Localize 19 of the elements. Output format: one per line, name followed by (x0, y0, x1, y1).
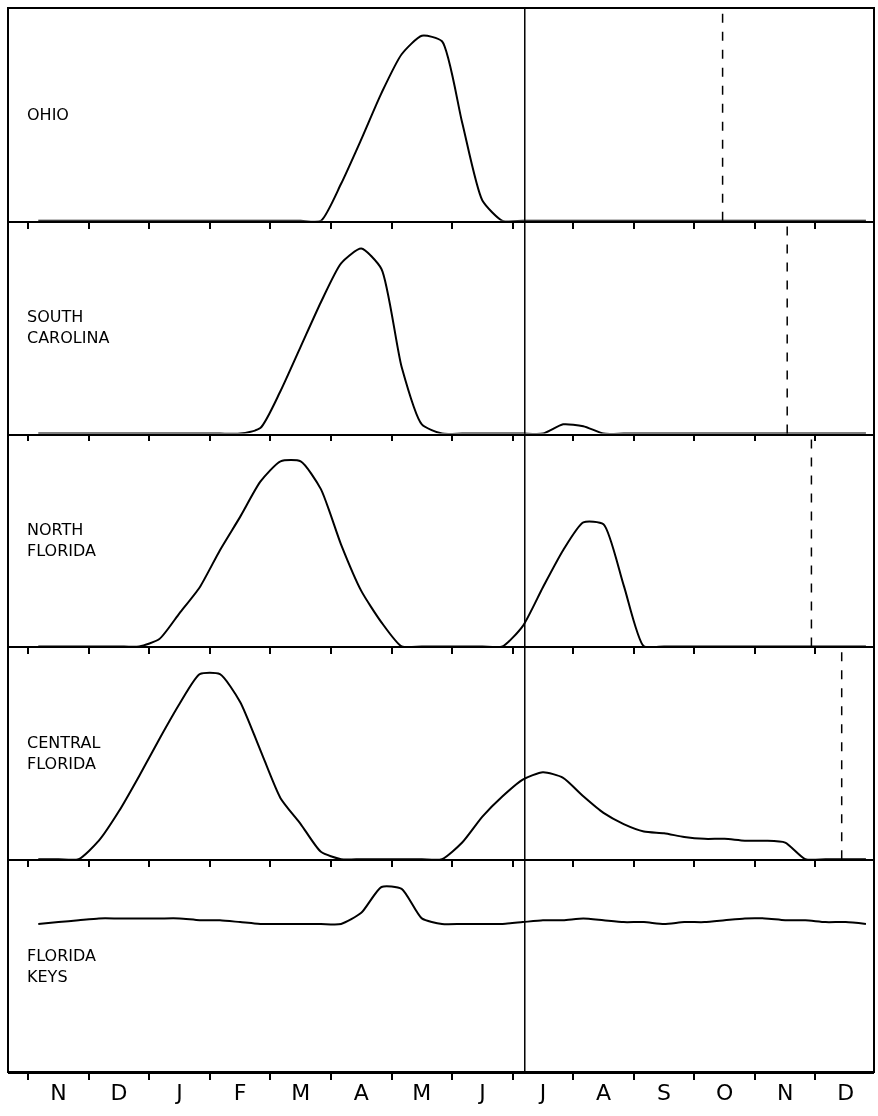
text: CENTRAL FLORIDA (27, 733, 101, 773)
x-tick-label: S (657, 1080, 672, 1106)
x-tick-label: D (110, 1080, 128, 1106)
text: FLORIDA KEYS (27, 946, 97, 986)
x-tick-label: J (537, 1080, 547, 1106)
text: SOUTH CAROLINA (27, 307, 110, 347)
x-tick-label: M (291, 1080, 311, 1106)
text: NORTH FLORIDA (27, 520, 97, 560)
x-tick-label: M (412, 1080, 432, 1106)
x-tick-label: O (715, 1080, 734, 1106)
x-tick-label: N (50, 1080, 67, 1106)
x-tick-label: N (776, 1080, 794, 1106)
x-tick-label: D (837, 1080, 855, 1106)
x-tick-label: A (353, 1080, 369, 1106)
x-tick-label: F (233, 1080, 247, 1106)
x-tick-label: J (174, 1080, 183, 1106)
x-tick-label: A (595, 1080, 612, 1106)
text: OHIO (27, 105, 69, 124)
x-tick-label: J (477, 1080, 486, 1106)
